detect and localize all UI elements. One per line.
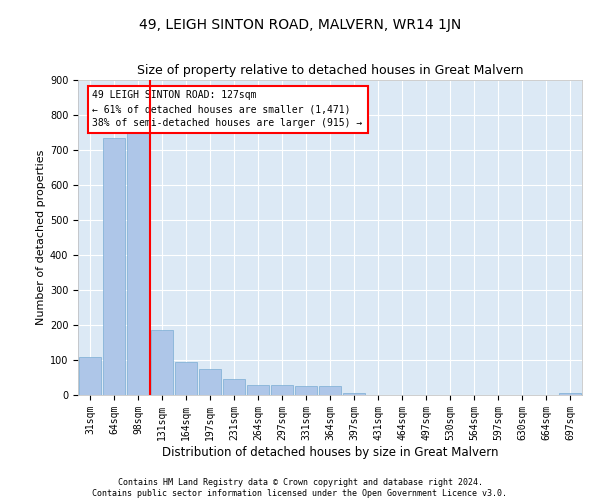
Bar	[151, 330, 173, 395]
Bar	[103, 138, 125, 395]
Bar	[127, 130, 149, 395]
Bar	[559, 393, 581, 395]
Text: Contains HM Land Registry data © Crown copyright and database right 2024.
Contai: Contains HM Land Registry data © Crown c…	[92, 478, 508, 498]
Bar	[295, 386, 317, 395]
Bar	[271, 385, 293, 395]
Text: 49, LEIGH SINTON ROAD, MALVERN, WR14 1JN: 49, LEIGH SINTON ROAD, MALVERN, WR14 1JN	[139, 18, 461, 32]
Bar	[175, 362, 197, 395]
Title: Size of property relative to detached houses in Great Malvern: Size of property relative to detached ho…	[137, 64, 523, 78]
Bar	[79, 356, 101, 395]
Bar	[223, 379, 245, 395]
X-axis label: Distribution of detached houses by size in Great Malvern: Distribution of detached houses by size …	[162, 446, 498, 458]
Text: 49 LEIGH SINTON ROAD: 127sqm
← 61% of detached houses are smaller (1,471)
38% of: 49 LEIGH SINTON ROAD: 127sqm ← 61% of de…	[92, 90, 362, 128]
Bar	[343, 393, 365, 395]
Y-axis label: Number of detached properties: Number of detached properties	[35, 150, 46, 325]
Bar	[199, 369, 221, 395]
Bar	[319, 386, 341, 395]
Bar	[247, 384, 269, 395]
